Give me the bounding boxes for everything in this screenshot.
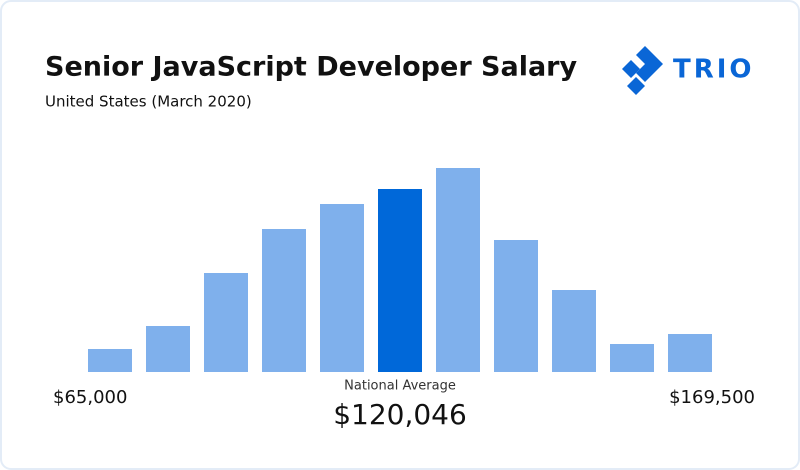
bar bbox=[610, 344, 654, 372]
chart-subtitle: United States (March 2020) bbox=[45, 93, 252, 111]
bar bbox=[204, 273, 248, 372]
min-label: $65,000 bbox=[53, 387, 127, 408]
chart-title: Senior JavaScript Developer Salary bbox=[45, 52, 577, 83]
average-caption: National Average bbox=[344, 379, 456, 394]
bar bbox=[378, 189, 422, 372]
bar bbox=[552, 290, 596, 372]
average-value: $120,046 bbox=[333, 398, 467, 431]
logo-text: TRIO bbox=[673, 55, 755, 85]
bar bbox=[320, 204, 364, 372]
bar bbox=[88, 349, 132, 372]
bar bbox=[262, 229, 306, 372]
logo-icon bbox=[622, 46, 663, 95]
bar bbox=[146, 326, 190, 372]
max-label: $169,500 bbox=[669, 387, 755, 408]
bar bbox=[668, 334, 712, 372]
bar bbox=[494, 240, 538, 372]
bar bbox=[436, 168, 480, 372]
